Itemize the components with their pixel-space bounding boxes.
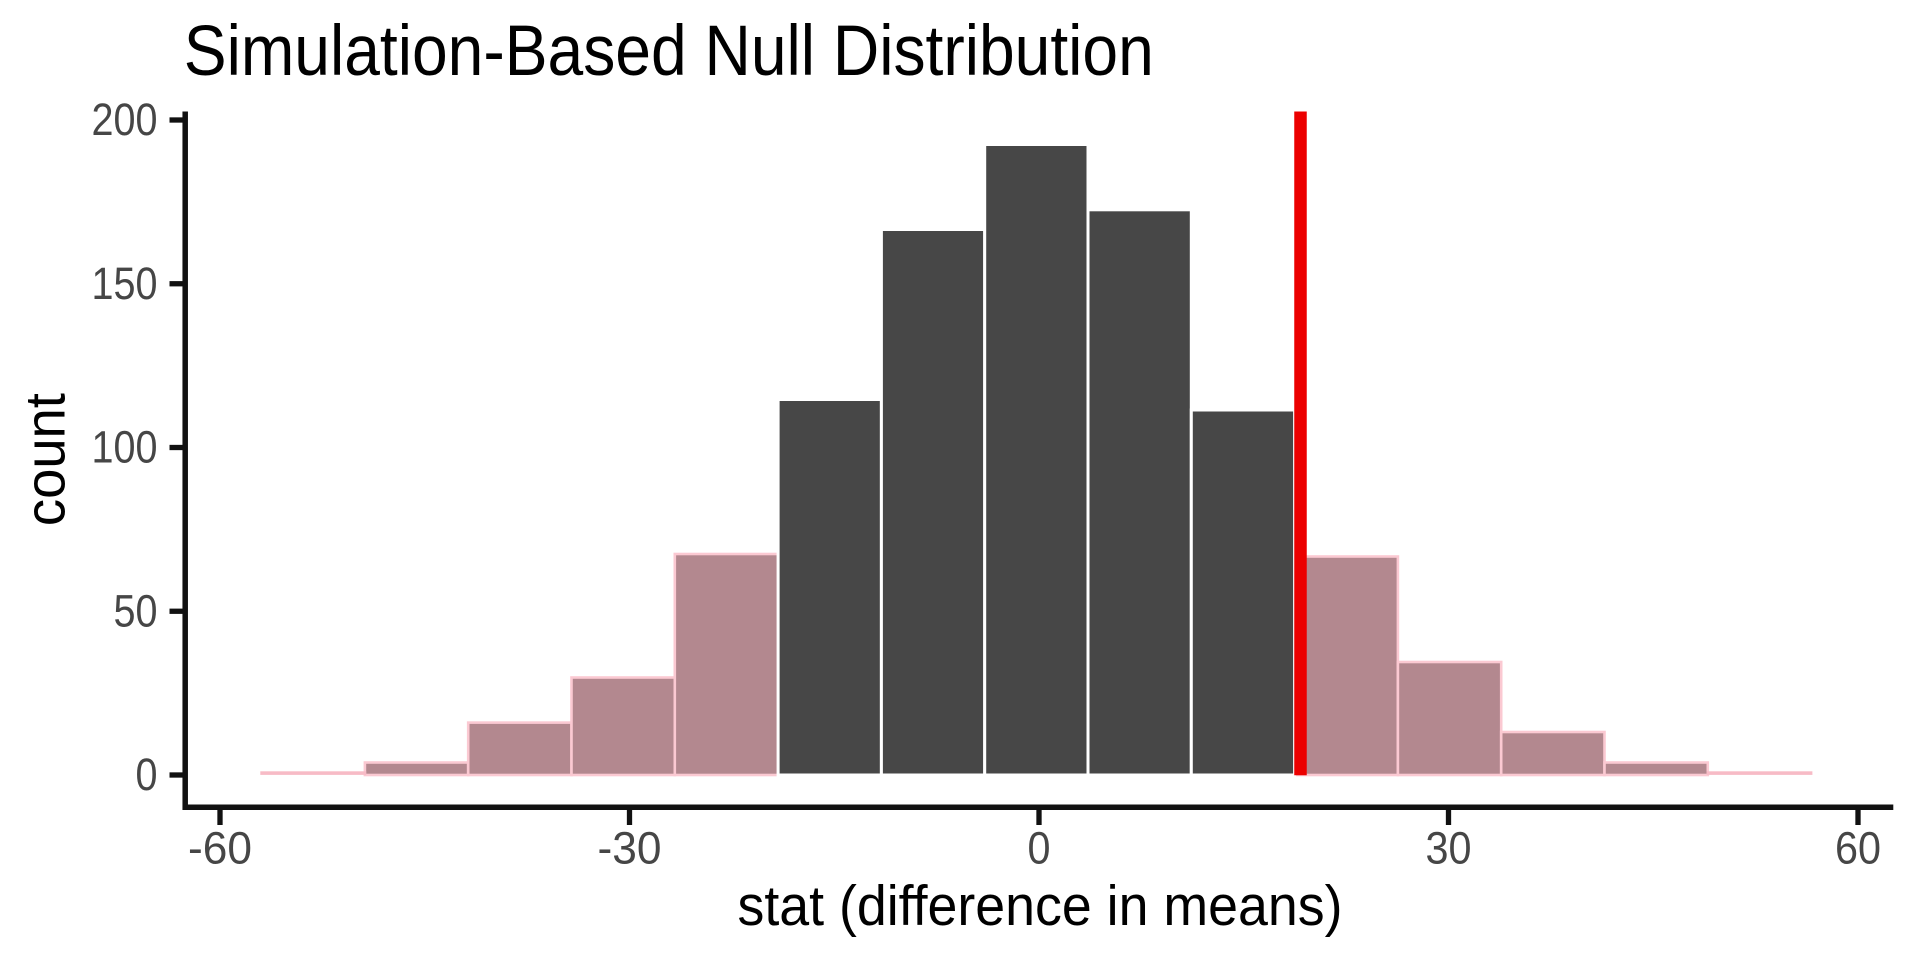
svg-text:Simulation-Based Null Distribu: Simulation-Based Null Distribution: [184, 12, 1154, 91]
svg-text:60: 60: [1835, 823, 1881, 874]
svg-text:stat (difference in means): stat (difference in means): [738, 874, 1343, 938]
svg-text:0: 0: [136, 749, 158, 800]
svg-text:-30: -30: [598, 823, 662, 874]
svg-text:-60: -60: [188, 823, 252, 874]
svg-text:150: 150: [92, 258, 158, 309]
svg-text:0: 0: [1028, 823, 1051, 874]
svg-text:50: 50: [114, 585, 158, 636]
svg-text:30: 30: [1426, 823, 1472, 874]
svg-text:200: 200: [92, 94, 158, 145]
svg-text:count: count: [14, 393, 78, 526]
svg-text:100: 100: [92, 422, 158, 473]
